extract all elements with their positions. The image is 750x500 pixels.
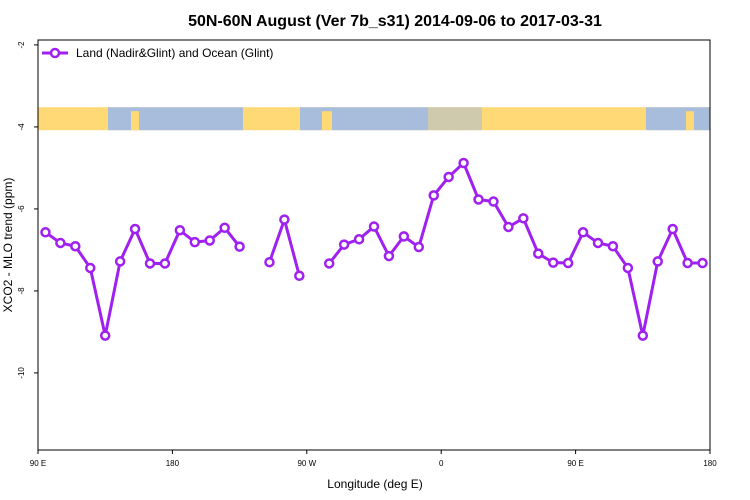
data-point bbox=[368, 221, 380, 232]
data-point bbox=[219, 222, 230, 234]
data-point bbox=[682, 257, 693, 269]
land-region bbox=[131, 111, 139, 131]
data-point bbox=[622, 262, 634, 274]
legend: Land (Nadir&Glint) and Ocean (Glint) bbox=[42, 46, 273, 60]
data-point bbox=[398, 231, 410, 242]
y-tick-label: -8 bbox=[17, 287, 26, 295]
data-point bbox=[144, 258, 156, 269]
data-point bbox=[473, 194, 484, 205]
data-point bbox=[114, 256, 126, 267]
data-point bbox=[533, 248, 544, 259]
y-tick-label: -10 bbox=[17, 367, 26, 379]
data-point bbox=[503, 221, 514, 233]
data-point bbox=[413, 241, 425, 253]
x-tick-label: 90 E bbox=[30, 459, 46, 468]
data-point bbox=[488, 196, 499, 207]
y-axis-label: XCO2 - MLO trend (ppm) bbox=[1, 178, 15, 313]
y-tick-label: -6 bbox=[17, 205, 26, 213]
data-point bbox=[667, 223, 678, 235]
x-axis-label: Longitude (deg E) bbox=[327, 477, 422, 491]
data-point bbox=[189, 236, 201, 248]
data-point bbox=[443, 171, 454, 183]
x-tick-label: 90 E bbox=[567, 459, 583, 468]
data-point bbox=[129, 223, 141, 235]
series-line bbox=[328, 161, 703, 338]
chart-title: 50N-60N August (Ver 7b_s31) 2014-09-06 t… bbox=[188, 13, 602, 30]
legend-marker bbox=[49, 47, 61, 59]
data-point bbox=[383, 250, 395, 262]
data-point bbox=[55, 237, 66, 249]
data-point bbox=[264, 256, 275, 268]
data-point bbox=[547, 257, 559, 268]
europe-region bbox=[428, 107, 482, 131]
data-point bbox=[607, 240, 619, 252]
data-point bbox=[697, 257, 708, 269]
data-point bbox=[518, 213, 529, 224]
data-point bbox=[637, 330, 649, 341]
plot-frame bbox=[37, 39, 711, 451]
x-tick-label: 180 bbox=[166, 459, 180, 468]
land-region bbox=[252, 111, 258, 131]
data-point bbox=[234, 241, 245, 252]
data-point bbox=[652, 256, 663, 267]
data-point bbox=[99, 330, 111, 341]
data-point bbox=[323, 258, 335, 269]
series-line bbox=[268, 218, 301, 277]
x-tick-label: 90 W bbox=[297, 459, 316, 468]
land-region bbox=[322, 111, 332, 131]
land-region bbox=[686, 111, 694, 131]
data-point bbox=[577, 227, 589, 238]
data-point bbox=[279, 214, 290, 225]
x-tick-label: 0 bbox=[439, 459, 444, 468]
data-point bbox=[592, 237, 604, 249]
y-tick-label: -4 bbox=[17, 123, 26, 131]
x-tick-label: 180 bbox=[703, 459, 717, 468]
data-point bbox=[294, 270, 305, 281]
world-map-strip bbox=[38, 107, 710, 131]
ocean-region bbox=[108, 107, 243, 131]
data-point bbox=[40, 227, 51, 238]
data-point bbox=[174, 224, 186, 236]
ocean-region bbox=[646, 107, 710, 131]
data-point bbox=[562, 257, 574, 269]
data-point bbox=[458, 157, 469, 169]
data-point bbox=[338, 239, 350, 250]
data-point bbox=[428, 190, 439, 201]
legend-entry: Land (Nadir&Glint) and Ocean (Glint) bbox=[76, 46, 273, 60]
data-point bbox=[353, 234, 365, 245]
data-point bbox=[70, 240, 81, 252]
data-point bbox=[159, 258, 171, 269]
ocean-region bbox=[300, 107, 428, 131]
y-tick-label: -2 bbox=[17, 41, 26, 49]
data-point bbox=[85, 262, 96, 274]
data-point bbox=[204, 235, 215, 246]
